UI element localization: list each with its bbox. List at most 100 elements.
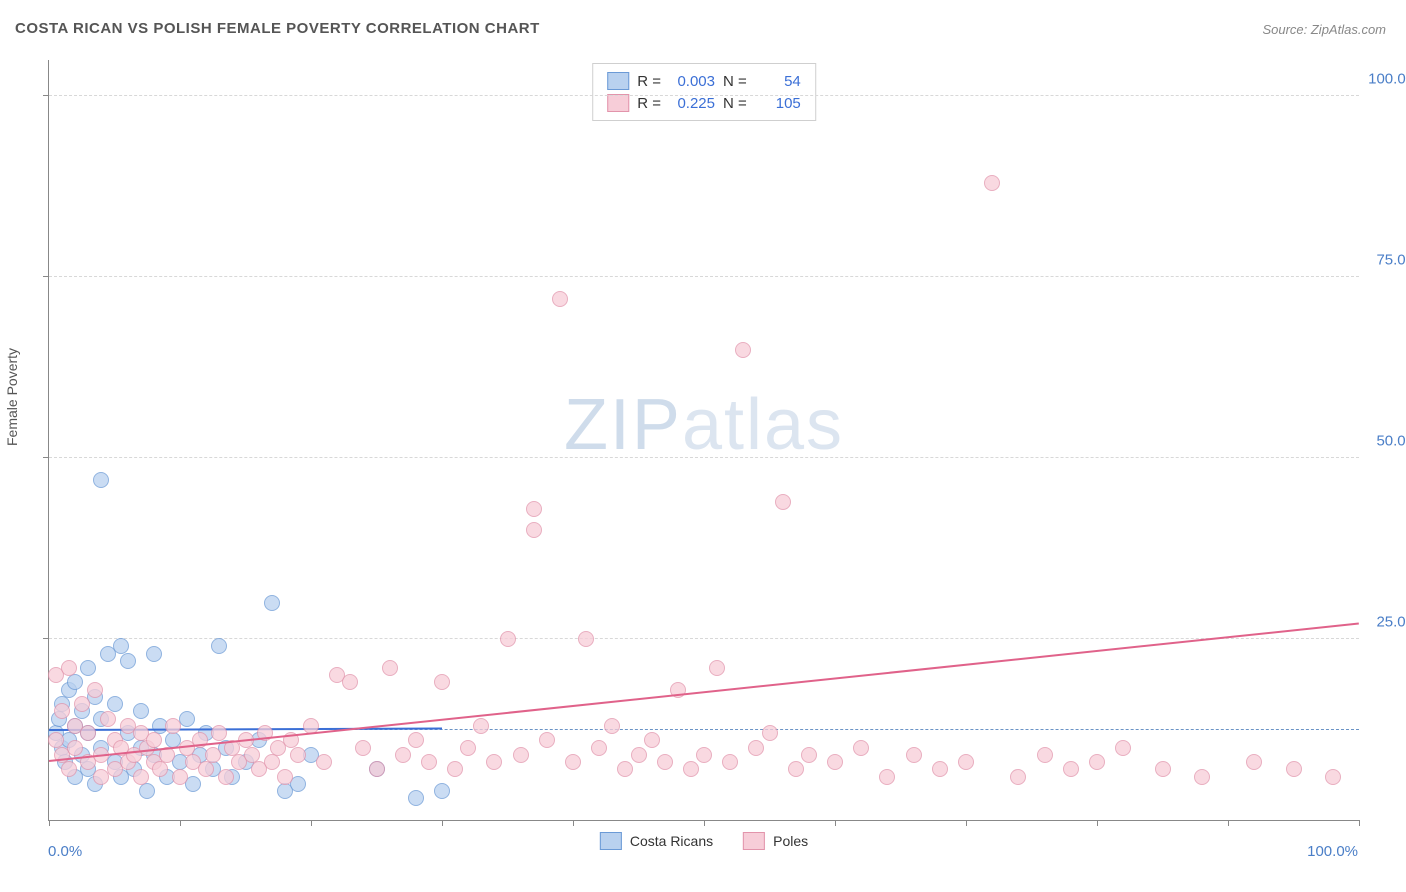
gridline xyxy=(49,638,1359,639)
legend-label: Poles xyxy=(773,833,808,849)
scatter-point-poles xyxy=(683,761,699,777)
scatter-point-poles xyxy=(218,769,234,785)
scatter-point-poles xyxy=(1037,747,1053,763)
x-tick xyxy=(442,820,443,826)
trend-line-poles xyxy=(49,623,1359,763)
scatter-point-poles xyxy=(277,769,293,785)
watermark-atlas: atlas xyxy=(682,385,844,465)
scatter-point-poles xyxy=(578,631,594,647)
y-tick xyxy=(43,276,49,277)
chart-title: COSTA RICAN VS POLISH FEMALE POVERTY COR… xyxy=(15,20,540,37)
scatter-point-poles xyxy=(447,761,463,777)
scatter-point-poles xyxy=(552,291,568,307)
scatter-point-poles xyxy=(748,740,764,756)
scatter-point-poles xyxy=(617,761,633,777)
scatter-point-poles xyxy=(500,631,516,647)
scatter-point-poles xyxy=(382,660,398,676)
legend-item-costa-ricans: Costa Ricans xyxy=(600,832,713,850)
n-label: N = xyxy=(723,95,747,112)
y-tick xyxy=(43,638,49,639)
scatter-point-poles xyxy=(355,740,371,756)
watermark: ZIPatlas xyxy=(564,384,844,466)
watermark-zip: ZIP xyxy=(564,385,682,465)
scatter-point-costa_ricans xyxy=(146,646,162,662)
x-tick xyxy=(704,820,705,826)
x-tick xyxy=(49,820,50,826)
scatter-point-poles xyxy=(735,342,751,358)
scatter-point-poles xyxy=(61,660,77,676)
scatter-point-poles xyxy=(460,740,476,756)
scatter-point-poles xyxy=(61,761,77,777)
r-label: R = xyxy=(637,95,661,112)
scatter-point-poles xyxy=(1246,754,1262,770)
scatter-point-poles xyxy=(722,754,738,770)
scatter-point-poles xyxy=(801,747,817,763)
y-tick-label: 75.0% xyxy=(1364,252,1406,269)
x-tick xyxy=(573,820,574,826)
y-tick xyxy=(43,95,49,96)
y-tick-label: 50.0% xyxy=(1364,433,1406,450)
scatter-point-costa_ricans xyxy=(139,783,155,799)
scatter-point-poles xyxy=(152,761,168,777)
scatter-point-poles xyxy=(486,754,502,770)
r-value: 0.003 xyxy=(669,73,715,90)
n-value: 105 xyxy=(755,95,801,112)
legend-label: Costa Ricans xyxy=(630,833,713,849)
x-tick xyxy=(835,820,836,826)
scatter-point-poles xyxy=(1010,769,1026,785)
scatter-point-poles xyxy=(80,725,96,741)
n-value: 54 xyxy=(755,73,801,90)
scatter-point-poles xyxy=(165,718,181,734)
scatter-point-poles xyxy=(1089,754,1105,770)
scatter-point-poles xyxy=(906,747,922,763)
scatter-point-poles xyxy=(205,747,221,763)
stats-legend-row: R = 0.003 N = 54 xyxy=(607,70,801,92)
scatter-point-poles xyxy=(67,740,83,756)
source-attribution: Source: ZipAtlas.com xyxy=(1262,22,1386,37)
scatter-point-poles xyxy=(932,761,948,777)
scatter-point-costa_ricans xyxy=(211,638,227,654)
y-tick-label: 25.0% xyxy=(1364,614,1406,631)
scatter-point-poles xyxy=(434,674,450,690)
scatter-point-poles xyxy=(146,732,162,748)
scatter-point-poles xyxy=(1325,769,1341,785)
scatter-point-poles xyxy=(54,703,70,719)
scatter-point-poles xyxy=(395,747,411,763)
scatter-point-poles xyxy=(1063,761,1079,777)
scatter-point-poles xyxy=(591,740,607,756)
scatter-point-costa_ricans xyxy=(120,653,136,669)
swatch-costa-ricans xyxy=(600,832,622,850)
scatter-point-poles xyxy=(513,747,529,763)
scatter-point-poles xyxy=(87,682,103,698)
scatter-point-poles xyxy=(1115,740,1131,756)
y-tick xyxy=(43,457,49,458)
scatter-point-costa_ricans xyxy=(67,674,83,690)
scatter-point-poles xyxy=(526,522,542,538)
r-value: 0.225 xyxy=(669,95,715,112)
scatter-point-poles xyxy=(198,761,214,777)
scatter-point-poles xyxy=(565,754,581,770)
gridline xyxy=(49,95,1359,96)
scatter-point-costa_ricans xyxy=(264,595,280,611)
scatter-point-poles xyxy=(526,501,542,517)
gridline xyxy=(49,457,1359,458)
scatter-point-poles xyxy=(827,754,843,770)
scatter-point-poles xyxy=(172,769,188,785)
x-tick xyxy=(311,820,312,826)
scatter-point-poles xyxy=(211,725,227,741)
r-label: R = xyxy=(637,73,661,90)
stats-legend: R = 0.003 N = 54 R = 0.225 N = 105 xyxy=(592,63,816,121)
scatter-point-costa_ricans xyxy=(133,703,149,719)
scatter-point-poles xyxy=(421,754,437,770)
scatter-point-poles xyxy=(879,769,895,785)
scatter-point-poles xyxy=(290,747,306,763)
scatter-point-poles xyxy=(644,732,660,748)
plot-area: ZIPatlas R = 0.003 N = 54 R = 0.225 N = … xyxy=(48,60,1359,821)
y-tick-label: 100.0% xyxy=(1364,71,1406,88)
scatter-point-poles xyxy=(788,761,804,777)
scatter-point-costa_ricans xyxy=(408,790,424,806)
scatter-point-poles xyxy=(100,711,116,727)
scatter-point-poles xyxy=(775,494,791,510)
scatter-point-poles xyxy=(342,674,358,690)
scatter-point-poles xyxy=(696,747,712,763)
